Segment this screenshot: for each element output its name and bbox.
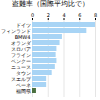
svg-text:BMW4: BMW4 bbox=[14, 33, 31, 40]
svg-text:ニュース: ニュース bbox=[10, 63, 31, 70]
svg-text:0: 0 bbox=[31, 12, 34, 18]
svg-text:福岡県: 福岡県 bbox=[16, 88, 31, 94]
html-text:盗難率（国際平均比で）: 盗難率（国際平均比で） bbox=[11, 0, 89, 8]
svg-text:オランダ: オランダ bbox=[10, 39, 31, 46]
svg-text:2: 2 bbox=[47, 12, 50, 18]
svg-text:4: 4 bbox=[62, 12, 65, 18]
svg-text:8: 8 bbox=[94, 12, 97, 18]
svg-text:ベーネ: ベーネ bbox=[15, 81, 31, 88]
svg-text:スエルプ: スエルプ bbox=[10, 75, 31, 82]
svg-text:フィンランド: フィンランド bbox=[0, 27, 31, 34]
svg-text:ベンクー: ベンクー bbox=[10, 57, 31, 64]
svg-text:ドイツ: ドイツ bbox=[15, 21, 31, 28]
svg-text:フライン: フライン bbox=[10, 51, 31, 58]
svg-text:スロバア: スロバア bbox=[10, 45, 31, 52]
svg-text:6: 6 bbox=[78, 12, 81, 18]
svg-text:タウン: タウン bbox=[15, 69, 31, 76]
